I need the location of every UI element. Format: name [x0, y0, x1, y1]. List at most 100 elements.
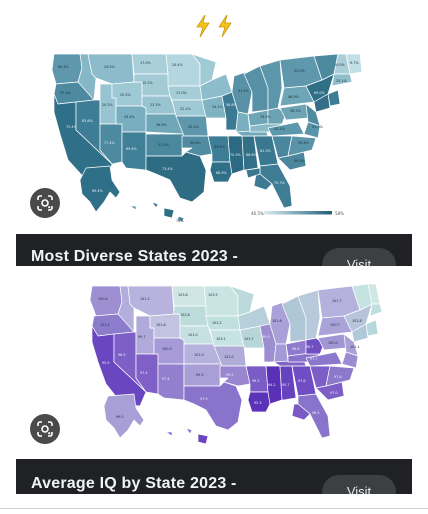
- svg-text:95.7: 95.7: [282, 383, 290, 387]
- svg-text:95.5: 95.5: [102, 361, 110, 365]
- svg-text:24.5%: 24.5%: [104, 65, 116, 69]
- svg-text:43.2%: 43.2%: [274, 127, 286, 131]
- svg-text:46.9%: 46.9%: [288, 95, 300, 99]
- svg-text:36.2%: 36.2%: [290, 109, 302, 113]
- visit-button[interactable]: Visit: [322, 475, 396, 494]
- svg-text:43.2%: 43.2%: [188, 125, 200, 129]
- svg-text:36.9%: 36.9%: [156, 123, 168, 127]
- svg-text:17.0%: 17.0%: [140, 61, 152, 65]
- svg-text:10.0%: 10.0%: [334, 63, 346, 67]
- svg-text:99.0: 99.0: [116, 415, 124, 419]
- svg-text:99.9: 99.9: [262, 335, 270, 339]
- svg-text:70.3%: 70.3%: [230, 153, 242, 157]
- legend-min-label: 46.5%: [251, 211, 264, 216]
- svg-text:25.1%: 25.1%: [336, 79, 348, 83]
- svg-text:101.7: 101.7: [244, 337, 254, 341]
- svg-text:20.2%: 20.2%: [102, 103, 114, 107]
- legend-color-scale: 46.5% 58%: [251, 211, 344, 216]
- svg-text:100.3: 100.3: [162, 347, 172, 351]
- svg-text:51.0%: 51.0%: [158, 143, 170, 147]
- caption-bar: Most Diverse States 2023 - Visit: [16, 234, 412, 266]
- divider: [0, 508, 428, 509]
- svg-text:53.4%: 53.4%: [214, 145, 226, 149]
- us-diversity-map: 60.4% 57.3% 72.4% 83.6% 24.5% 20.2% 25.5…: [51, 53, 363, 223]
- svg-text:101.0: 101.0: [188, 333, 198, 337]
- result-card-average-iq[interactable]: 100.4 101.2 95.5 96.5 101.2 99.7 101.6 9…: [16, 282, 412, 494]
- svg-text:68.9%: 68.9%: [216, 171, 228, 175]
- svg-text:94.2: 94.2: [268, 383, 276, 387]
- svg-text:57.3%: 57.3%: [60, 91, 72, 95]
- svg-text:66.8%: 66.8%: [246, 153, 258, 157]
- svg-text:9.7%: 9.7%: [350, 61, 359, 65]
- svg-text:101.0: 101.0: [194, 353, 204, 357]
- result-card-most-diverse[interactable]: 60.4% 57.3% 72.4% 83.6% 24.5% 20.2% 25.5…: [16, 52, 412, 266]
- svg-text:99.2: 99.2: [226, 373, 234, 377]
- svg-text:103.5: 103.5: [208, 293, 218, 297]
- svg-text:61.3%: 61.3%: [260, 149, 272, 153]
- svg-text:25.5%: 25.5%: [120, 93, 132, 97]
- svg-text:102.2: 102.2: [212, 321, 222, 325]
- svg-text:69.4%: 69.4%: [126, 147, 138, 151]
- svg-text:41.4%: 41.4%: [238, 89, 250, 93]
- visit-button[interactable]: Visit: [322, 248, 396, 266]
- svg-text:52.0%: 52.0%: [294, 69, 306, 73]
- svg-text:77.4%: 77.4%: [104, 141, 116, 145]
- svg-text:101.2: 101.2: [140, 297, 150, 301]
- result-caption[interactable]: Average IQ by State 2023 -: [31, 475, 237, 492]
- result-image-iq-map[interactable]: 100.4 101.2 95.5 96.5 101.2 99.7 101.6 9…: [16, 282, 412, 459]
- svg-text:97.4: 97.4: [140, 371, 148, 375]
- svg-text:53.4%: 53.4%: [298, 141, 310, 145]
- svg-text:70.7%: 70.7%: [274, 181, 286, 185]
- google-lens-icon: [37, 421, 53, 437]
- svg-text:97.6: 97.6: [334, 375, 342, 379]
- svg-text:17.0%: 17.0%: [176, 91, 188, 95]
- svg-text:58.8%: 58.8%: [226, 103, 238, 107]
- svg-text:43.4%: 43.4%: [124, 115, 136, 119]
- svg-text:98.8: 98.8: [292, 347, 300, 351]
- svg-text:69.0%: 69.0%: [314, 91, 326, 95]
- svg-text:34.1%: 34.1%: [212, 105, 224, 109]
- result-caption[interactable]: Most Diverse States 2023 -: [31, 248, 239, 265]
- svg-text:76%: 76%: [176, 219, 184, 223]
- svg-text:99.7: 99.7: [138, 335, 146, 339]
- svg-text:101.7: 101.7: [332, 299, 342, 303]
- google-lens-button[interactable]: [30, 414, 60, 444]
- svg-text:99.3: 99.3: [196, 373, 204, 377]
- svg-text:100.0: 100.0: [328, 341, 338, 345]
- lightning-bolt-icon: [218, 14, 232, 38]
- svg-text:96.5: 96.5: [118, 353, 126, 357]
- svg-text:97.7: 97.7: [310, 357, 318, 361]
- caption-bar: Average IQ by State 2023 - Visit: [16, 459, 412, 494]
- svg-text:97.8: 97.8: [298, 379, 306, 383]
- svg-text:22.2%: 22.2%: [180, 107, 192, 111]
- svg-text:23.3%: 23.3%: [150, 103, 162, 107]
- svg-text:101.0: 101.0: [224, 355, 234, 359]
- svg-text:97.4: 97.4: [162, 377, 170, 381]
- svg-text:103.8: 103.8: [178, 293, 188, 297]
- svg-text:83.6%: 83.6%: [82, 119, 94, 123]
- svg-text:100.4: 100.4: [98, 297, 108, 301]
- lightning-bolt-icon: [196, 14, 210, 38]
- svg-text:98.7: 98.7: [306, 345, 314, 349]
- svg-text:102.8: 102.8: [352, 319, 362, 323]
- us-iq-map: 100.4 101.2 95.5 96.5 101.2 99.7 101.6 9…: [89, 283, 383, 445]
- svg-text:59.5%: 59.5%: [294, 159, 306, 163]
- svg-text:69.4%: 69.4%: [92, 189, 104, 193]
- svg-text:73.4%: 73.4%: [162, 167, 174, 171]
- svg-text:95.3: 95.3: [254, 401, 262, 405]
- svg-text:102.8: 102.8: [180, 313, 190, 317]
- svg-text:15.2%: 15.2%: [142, 81, 154, 85]
- svg-text:100.7: 100.7: [330, 323, 340, 327]
- svg-text:72.4%: 72.4%: [66, 125, 78, 129]
- svg-text:50.6%: 50.6%: [190, 141, 202, 145]
- result-image-diversity-map[interactable]: 60.4% 57.3% 72.4% 83.6% 24.5% 20.2% 25.5…: [16, 52, 412, 234]
- svg-text:97.0: 97.0: [330, 391, 338, 395]
- svg-text:24.4%: 24.4%: [172, 63, 184, 67]
- svg-text:96.3: 96.3: [252, 379, 260, 383]
- google-lens-button[interactable]: [30, 188, 60, 218]
- svg-text:101.2: 101.2: [100, 323, 110, 327]
- state-iq-labels: 100.4 101.2 95.5 96.5 101.2 99.7 101.6 9…: [98, 293, 362, 419]
- svg-text:101.6: 101.6: [156, 323, 166, 327]
- svg-text:51.5%: 51.5%: [312, 125, 324, 129]
- legend-max-label: 58%: [335, 211, 344, 216]
